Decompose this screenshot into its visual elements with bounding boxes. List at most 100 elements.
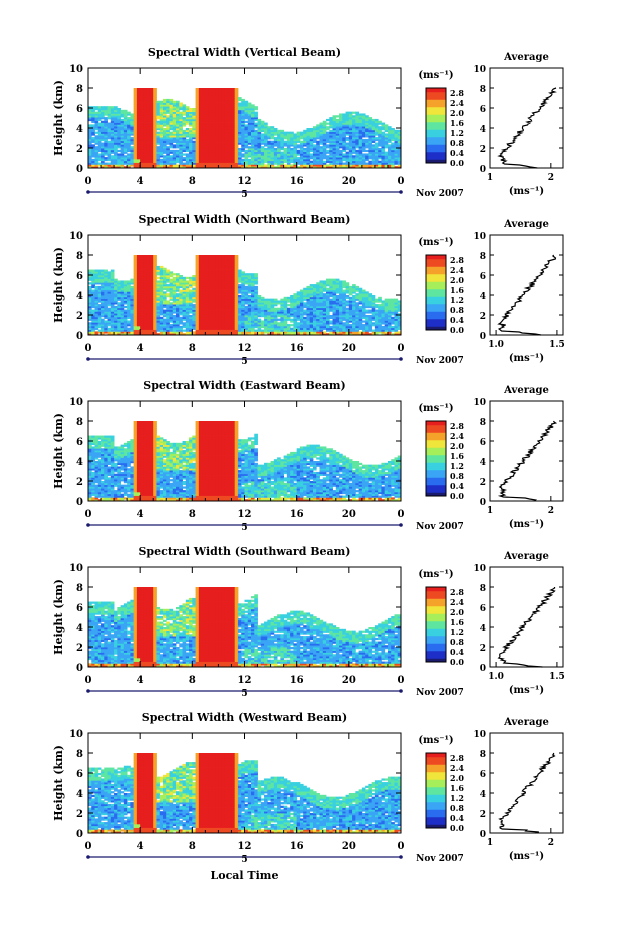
heatmap-cell [159, 106, 164, 109]
heatmap-cell [149, 111, 154, 114]
heatmap-cell [241, 133, 245, 136]
heatmap-cell [241, 111, 245, 114]
heatmap-cell [185, 146, 190, 149]
heatmap-cell [208, 155, 213, 158]
heatmap-cell [127, 126, 131, 129]
heatmap-cell [384, 126, 389, 129]
heatmap-cell [104, 164, 108, 167]
heatmap-cell [88, 305, 92, 309]
heatmap-cell [166, 300, 170, 303]
heatmap-cell [179, 108, 183, 111]
heatmap-cell [114, 151, 118, 154]
heatmap-cell [267, 137, 271, 140]
heatmap-cell [332, 122, 337, 125]
heatmap-cell [189, 133, 193, 136]
heatmap-cell [136, 158, 141, 162]
heatmap-cell [198, 138, 203, 142]
heatmap-cell [384, 157, 389, 160]
heatmap-cell [352, 157, 356, 160]
heatmap-cell [371, 164, 376, 167]
heatmap-cell [247, 295, 252, 298]
heatmap-cell [202, 148, 206, 151]
heatmap-cell [234, 155, 239, 158]
heatmap-cell [94, 316, 99, 320]
heatmap-cell [326, 149, 330, 153]
heatmap-cell [166, 104, 170, 107]
heatmap-cell [149, 124, 154, 127]
heatmap-cell [264, 151, 268, 154]
heatmap-cell [231, 124, 236, 127]
heatmap-cell [208, 109, 213, 113]
heatmap-cell [251, 106, 255, 109]
heatmap-cell [358, 166, 363, 169]
heatmap-cell [218, 144, 223, 147]
heatmap-cell [335, 160, 340, 163]
heatmap-cell [231, 111, 236, 114]
heatmap-cell [182, 164, 187, 167]
heatmap-cell [368, 126, 373, 129]
heatmap-cell [172, 153, 177, 156]
heatmap-cell [123, 126, 128, 129]
heatmap-cell [107, 109, 112, 113]
heatmap-cell [97, 106, 102, 109]
heatmap-cell [110, 133, 115, 136]
heatmap-cell [169, 162, 174, 165]
heatmap-cell [368, 160, 373, 163]
heatmap-cell [127, 120, 131, 123]
heatmap-cell [218, 91, 223, 94]
heatmap-cell [166, 153, 170, 156]
heatmap-cell [221, 138, 226, 142]
heatmap-cell [241, 117, 245, 120]
heatmap-cell [322, 124, 327, 127]
heatmap-cell [166, 124, 170, 127]
heatmap-cell [133, 135, 138, 138]
heatmap-cell [397, 144, 402, 147]
heatmap-cell [290, 133, 294, 136]
heatmap-cell [257, 148, 262, 151]
heatmap-cell [387, 157, 392, 160]
heatmap-cell [127, 153, 131, 156]
heatmap-cell [172, 140, 177, 143]
heatmap-cell [156, 104, 161, 107]
heatmap-cell [136, 113, 141, 116]
heatmap-cell [162, 149, 167, 153]
heatmap-cell [195, 120, 200, 123]
heatmap-cell [104, 157, 108, 160]
heatmap-cell [88, 300, 92, 303]
heatmap-cell [97, 276, 102, 280]
heatmap-cell [371, 122, 376, 125]
heatmap-cell [267, 140, 271, 143]
heatmap-cell [88, 291, 92, 294]
heatmap-cell [162, 160, 167, 163]
heatmap-cell [378, 157, 382, 160]
heatmap-cell [97, 149, 102, 153]
heatmap-cell [91, 302, 95, 305]
heatmap-cell [296, 138, 301, 142]
heatmap-cell [290, 158, 294, 162]
heatmap-cell [332, 140, 337, 143]
heatmap-cell [215, 93, 219, 96]
heatmap-cell [198, 166, 203, 169]
heatmap-cell [94, 320, 99, 323]
heatmap-cell [198, 108, 203, 111]
heatmap-cell [391, 135, 395, 138]
heatmap-cell [290, 155, 294, 158]
heatmap-cell [231, 113, 236, 116]
heatmap-cell [185, 128, 190, 131]
heatmap-cell [384, 146, 389, 149]
heatmap-cell [339, 126, 343, 129]
heatmap-cell [387, 166, 392, 169]
heatmap-cell [247, 104, 252, 107]
heatmap-cell [378, 149, 382, 153]
heatmap-cell [91, 151, 95, 154]
heatmap-cell [153, 108, 157, 111]
heatmap-cell [348, 142, 353, 145]
heatmap-cell [280, 142, 285, 145]
heatmap-cell [345, 158, 350, 162]
heatmap-cell [195, 153, 200, 156]
heatmap-cell [224, 111, 229, 114]
heatmap-cell [117, 142, 121, 145]
heatmap-cell [153, 135, 157, 138]
heatmap-cell [114, 111, 118, 114]
heatmap-cell [228, 151, 232, 154]
